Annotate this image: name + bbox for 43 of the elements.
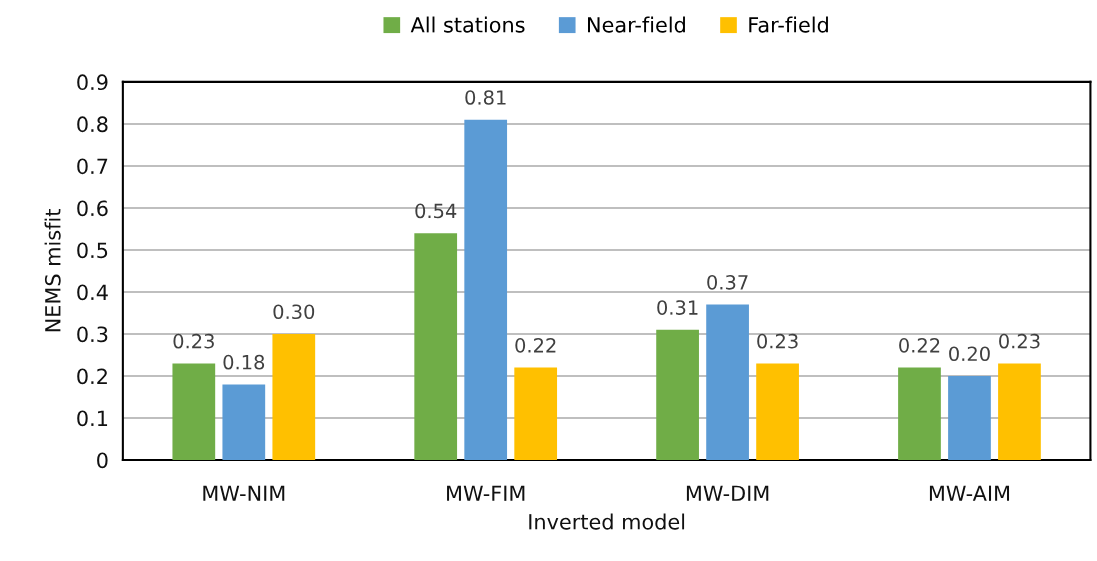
legend-label: Far-field: [749, 16, 828, 33]
bar: [172, 363, 216, 461]
x-axis-title: Inverted model: [529, 513, 685, 530]
bar: [948, 375, 991, 461]
y-tick-label: 0.1: [77, 410, 108, 427]
y-tick-label: 0.2: [77, 368, 107, 385]
bar: [272, 333, 316, 461]
data-label: 0.23: [999, 333, 1040, 349]
data-label: 0.37: [707, 274, 748, 290]
y-axis-title: NEMS misfit: [44, 209, 61, 332]
bar: [414, 233, 458, 461]
bar: [656, 329, 699, 461]
y-tick-label: 0.4: [77, 284, 108, 301]
bar: [756, 363, 799, 461]
y-tick-label: 0.9: [77, 74, 108, 91]
data-label: 0.18: [223, 354, 265, 370]
bar: [898, 367, 941, 461]
data-label: 0.30: [273, 304, 315, 320]
data-label: 0.20: [949, 346, 990, 362]
data-label: 0.22: [515, 338, 556, 353]
bar: [464, 119, 508, 461]
y-tick-label: 0.8: [77, 116, 108, 133]
bar: [514, 367, 558, 461]
x-tick-label: MW-NIM: [203, 485, 285, 501]
data-label: 0.31: [657, 300, 698, 315]
x-tick-label: MW-AIM: [929, 485, 1010, 501]
data-label: 0.81: [465, 90, 506, 105]
y-tick-label: 0: [97, 452, 108, 469]
legend-label: All stations: [410, 16, 525, 33]
legend-label: Near-field: [588, 16, 685, 33]
y-tick-label: 0.5: [77, 242, 108, 259]
x-tick-label: MW-FIM: [447, 485, 525, 501]
data-label: 0.22: [899, 338, 940, 353]
y-tick-label: 0.6: [77, 200, 108, 217]
x-tick-label: MW-DIM: [686, 485, 769, 501]
bar: [706, 304, 749, 461]
bar: [222, 384, 266, 461]
bar: [998, 363, 1041, 461]
y-tick-label: 0.7: [77, 158, 108, 175]
data-label: 0.23: [757, 333, 798, 349]
data-label: 0.54: [415, 203, 457, 219]
y-tick-label: 0.3: [77, 326, 108, 343]
data-label: 0.23: [173, 333, 214, 349]
